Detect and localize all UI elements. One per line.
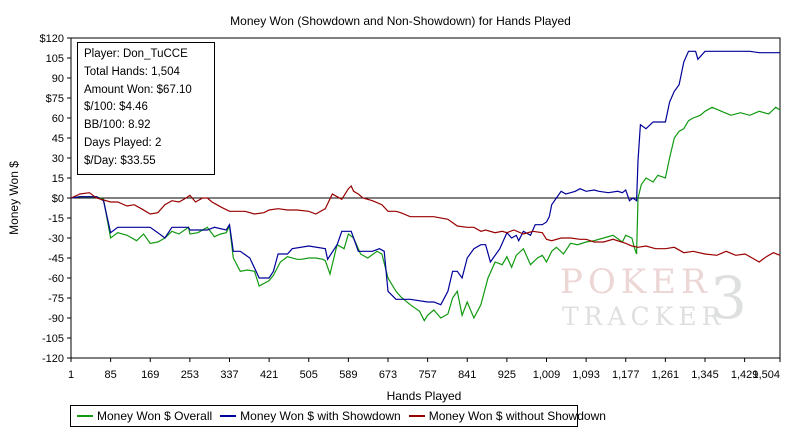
stats-amount-won: Amount Won: $67.10 — [84, 83, 192, 96]
stats-days-played: Days Played: 2 — [84, 136, 162, 149]
x-tick-label: 1,429 — [731, 369, 759, 381]
chart-title: Money Won (Showdown and Non-Showdown) fo… — [230, 14, 571, 28]
legend-swatch-showdown — [220, 415, 237, 417]
legend-label-showdown: Money Won $ with Showdown — [240, 409, 401, 423]
y-tick-label: 30 — [52, 153, 64, 165]
x-tick-label: 673 — [379, 369, 397, 381]
watermark-poker-text: POKER — [560, 262, 712, 302]
y-tick-label: 60 — [52, 113, 64, 125]
legend: Money Won $ Overall Money Won $ with Sho… — [70, 405, 606, 427]
series-line-non-showdown — [70, 184, 781, 263]
stats-bb-per-100: BB/100: 8.92 — [84, 119, 151, 132]
stats-box: Player: Don_TuCCE Total Hands: 1,504 Amo… — [77, 42, 215, 175]
x-tick-label: 505 — [300, 369, 318, 381]
y-tick-label: -105 — [42, 333, 64, 345]
legend-label-overall: Money Won $ Overall — [97, 409, 213, 423]
x-tick-label: 1,345 — [691, 369, 719, 381]
legend-item-non-showdown: Money Won $ without Showdown — [408, 409, 606, 423]
watermark-tracker-text: TRACKER — [562, 302, 726, 331]
series-line-overall — [70, 106, 781, 322]
x-tick-label: 169 — [141, 369, 159, 381]
y-tick-label: 15 — [52, 173, 64, 185]
stats-total-hands: Total Hands: 1,504 — [84, 65, 180, 78]
stats-per-day: $/Day: $33.55 — [84, 154, 156, 167]
y-tick-label: -30 — [48, 233, 64, 245]
x-tick-label: 589 — [339, 369, 357, 381]
watermark-three-mark: 3 — [710, 264, 747, 332]
x-tick-label: 1,504 — [752, 369, 780, 381]
y-tick-label: $75 — [46, 93, 64, 105]
y-tick-label: -90 — [48, 313, 64, 325]
x-tick-label: 841 — [458, 369, 476, 381]
x-tick-label: 1 — [68, 369, 74, 381]
x-tick-label: 757 — [418, 369, 436, 381]
legend-label-non-showdown: Money Won $ without Showdown — [428, 409, 606, 423]
legend-item-showdown: Money Won $ with Showdown — [220, 409, 401, 423]
stats-per-100: $/100: $4.46 — [84, 101, 148, 114]
stats-player: Player: Don_TuCCE — [84, 48, 188, 60]
x-axis-label: Hands Played — [386, 389, 462, 403]
y-tick-label: -15 — [48, 213, 64, 225]
x-tick-label: 925 — [498, 369, 516, 381]
x-tick-label: 421 — [260, 369, 278, 381]
x-tick-label: 85 — [104, 369, 116, 381]
series-line-showdown — [70, 50, 780, 306]
y-tick-label: 45 — [52, 133, 64, 145]
y-tick-label: -120 — [42, 353, 64, 365]
x-tick-label: 253 — [181, 369, 199, 381]
y-tick-label: 90 — [52, 73, 64, 85]
x-tick-label: 1,177 — [612, 369, 640, 381]
legend-swatch-non-showdown — [408, 415, 425, 417]
series-lines — [70, 50, 781, 322]
y-tick-label: $120 — [40, 33, 64, 45]
y-tick-label: $0 — [52, 193, 64, 205]
y-tick-label: -75 — [48, 293, 64, 305]
pokertracker-watermark-logo: POKER TRACKER 3 — [560, 262, 760, 342]
legend-swatch-overall — [77, 415, 93, 417]
legend-item-overall: Money Won $ Overall — [77, 409, 212, 423]
y-tick-label: -45 — [48, 253, 64, 265]
y-tick-label: -60 — [48, 273, 64, 285]
x-tick-label: 337 — [220, 369, 238, 381]
y-tick-label: 105 — [46, 53, 64, 65]
x-tick-label: 1,009 — [533, 369, 561, 381]
x-tick-label: 1,093 — [572, 369, 600, 381]
x-tick-label: 1,261 — [652, 369, 680, 381]
